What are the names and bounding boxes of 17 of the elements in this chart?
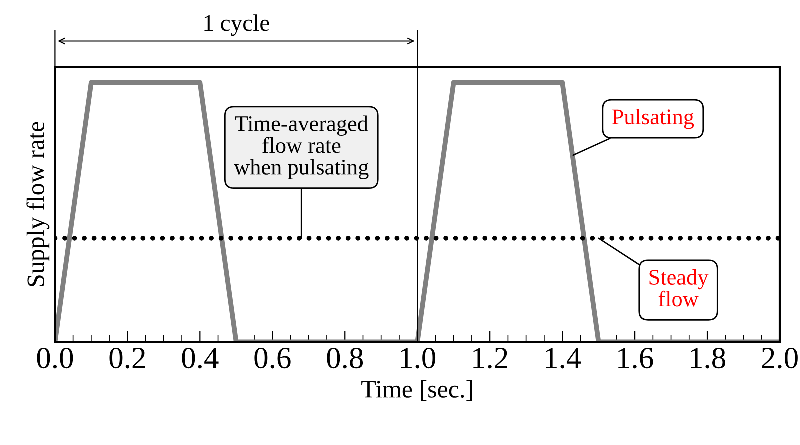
x-tick-label: 0.4 [182,348,219,369]
x-tick-label: 1.4 [546,348,582,369]
x-tick-label: 0.2 [110,348,146,369]
x-tick-label: 1.0 [401,348,436,369]
x-tick-label: 1.6 [618,348,654,369]
x-tick-label: 1.8 [691,348,726,369]
y-axis-title: Supply flow rate [26,122,50,286]
annotation: Pulsating [612,108,694,130]
annotation: Time-averaged flow rate when pulsating [234,116,369,180]
annotation: Steady flow [650,269,709,307]
x-tick-label: 0.6 [254,348,291,369]
ref-line-label: 1 cycle [204,14,270,36]
x-tick-label: 0.0 [37,348,74,369]
x-axis-title: Time [sec.] [362,380,472,402]
x-tick-label: 1.2 [474,348,508,369]
x-tick-label: 0.8 [327,348,364,369]
x-tick-label: 2.0 [762,348,798,369]
